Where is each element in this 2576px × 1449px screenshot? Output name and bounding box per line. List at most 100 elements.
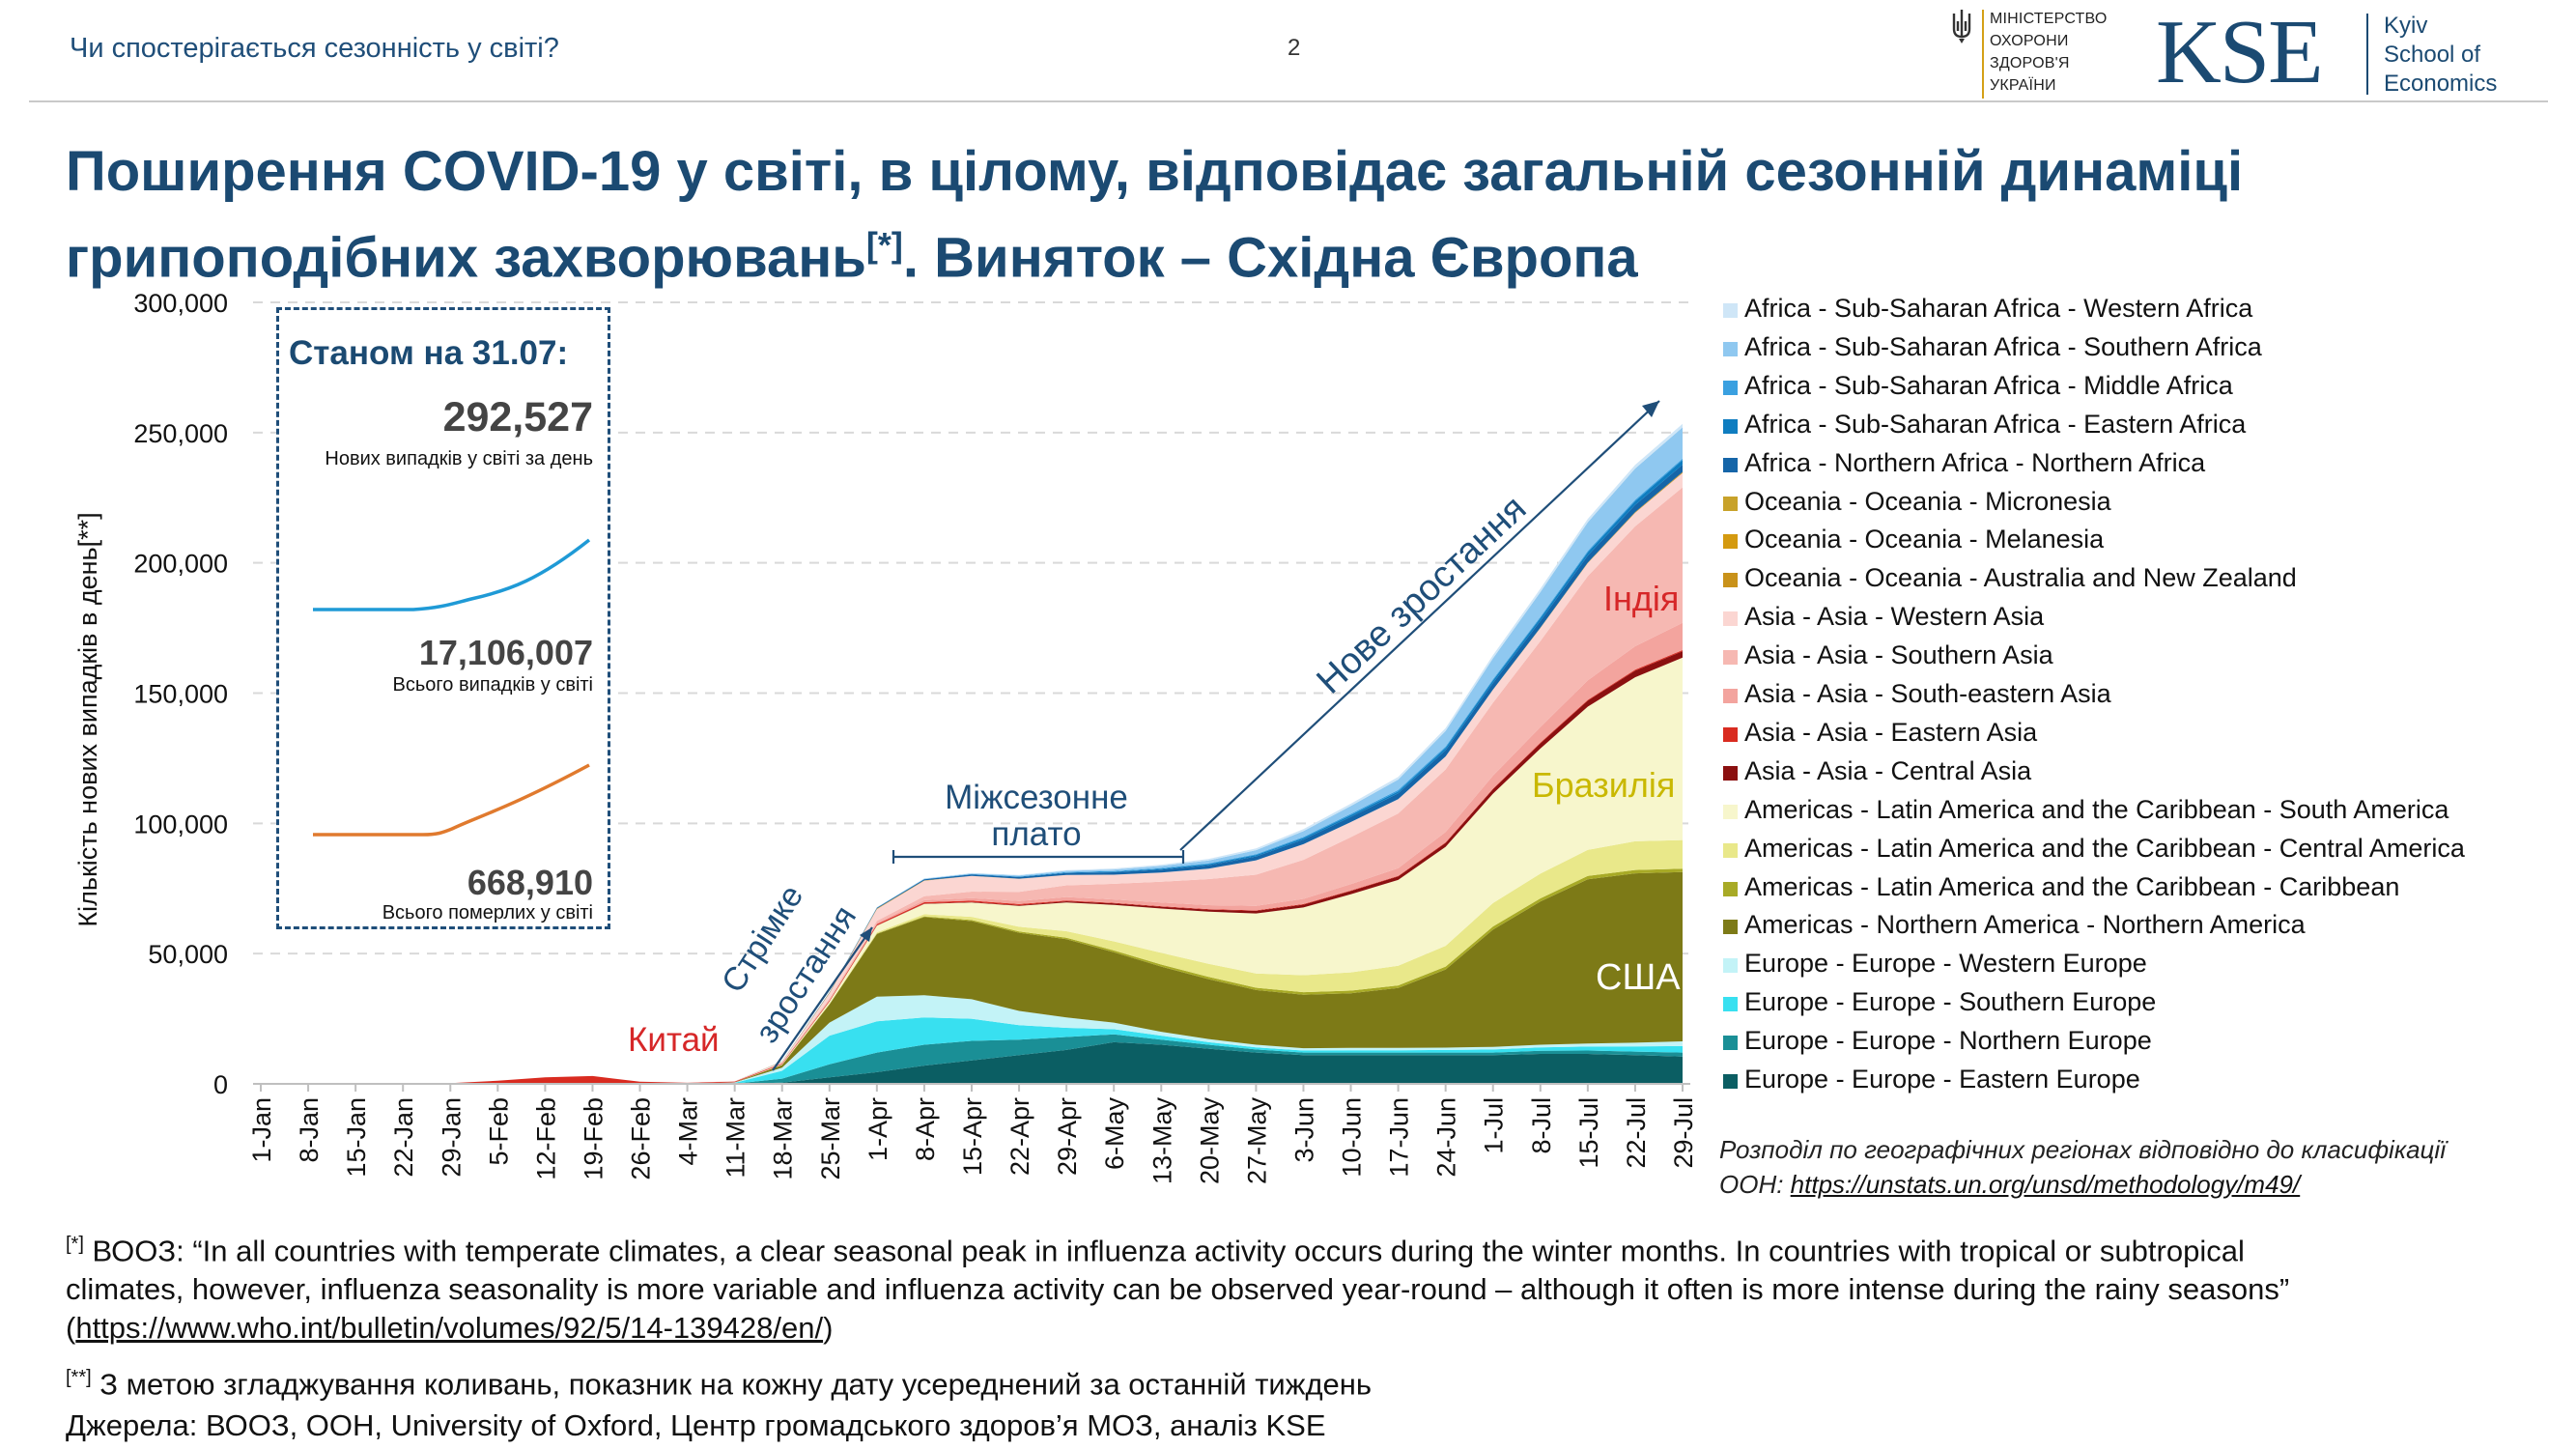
x-tick-label: 19-Feb	[579, 1097, 608, 1180]
x-tick-label: 25-Mar	[816, 1097, 845, 1180]
annotation-china: Китай	[628, 1021, 720, 1059]
x-tick-label: 5-Feb	[484, 1097, 513, 1166]
legend-label: Americas - Northern America - Northern A…	[1744, 910, 2306, 940]
y-tick-label: 200,000	[133, 550, 228, 579]
x-tick-label: 4-Mar	[674, 1097, 703, 1166]
kse-name: Kyiv School of Economics	[2384, 13, 2498, 97]
x-tick-label: 6-May	[1100, 1097, 1129, 1171]
legend-label: Americas - Latin America and the Caribbe…	[1744, 871, 2400, 901]
legend-swatch	[1723, 457, 1738, 472]
y-tick-label: 150,000	[133, 680, 228, 709]
header-divider	[29, 100, 2548, 102]
un-classification-link[interactable]: https://unstats.un.org/unsd/methodology/…	[1790, 1170, 2301, 1199]
y-tick-label: 100,000	[133, 810, 228, 838]
x-tick-label: 12-Feb	[531, 1097, 560, 1180]
ministry-logo: МІНІСТЕРСТВО ОХОРОНИ ЗДОРОВ'Я УКРАЇНИ	[1949, 6, 2107, 99]
kse-logo: KSE	[2156, 2, 2324, 102]
area-europe-europe-southern-europe	[261, 1017, 1683, 1084]
total-deaths-label: Всього померлих у світі	[382, 902, 593, 923]
legend-swatch	[1723, 611, 1738, 627]
x-tick-label: 13-May	[1147, 1097, 1176, 1185]
y-tick-label: 50,000	[148, 940, 228, 969]
legend-swatch	[1723, 573, 1738, 588]
y-axis-label: Кількість нових випадків в день[**]	[73, 512, 102, 926]
x-tick-label: 8-Apr	[911, 1097, 940, 1161]
legend-label: Africa - Sub-Saharan Africa - Middle Afr…	[1744, 370, 2233, 400]
x-tick-label: 22-Jul	[1622, 1097, 1651, 1169]
legend-label: Asia - Asia - Southern Asia	[1744, 640, 2053, 670]
area-americas-northern-america-northern-america	[261, 871, 1683, 1084]
x-tick-label: 8-Jul	[1527, 1097, 1556, 1154]
legend-swatch	[1723, 303, 1738, 318]
ministry-logo-divider	[1982, 10, 1984, 99]
x-tick-label: 3-Jun	[1289, 1097, 1318, 1163]
legend-swatch	[1723, 418, 1738, 434]
legend-swatch	[1723, 1036, 1738, 1051]
kse-logo-divider	[2366, 14, 2368, 95]
x-tick-label: 20-May	[1195, 1097, 1224, 1185]
x-tick-label: 8-Jan	[295, 1097, 324, 1163]
rapid-growth-arrow	[772, 926, 873, 1071]
x-tick-label: 10-Jun	[1338, 1097, 1367, 1178]
legend-swatch	[1723, 689, 1738, 703]
total-deaths-value: 668,910	[467, 863, 593, 902]
legend-swatch	[1723, 496, 1738, 511]
x-tick-label: 26-Feb	[627, 1097, 656, 1180]
area-series	[261, 423, 1683, 1085]
legend-label: Asia - Asia - Central Asia	[1744, 755, 2032, 785]
new-growth-arrowhead	[1642, 401, 1659, 417]
legend-swatch	[1723, 650, 1738, 666]
x-tick-label: 18-Mar	[769, 1097, 798, 1180]
page-number: 2	[1288, 35, 1301, 61]
legend-label: Oceania - Oceania - Australia and New Ze…	[1744, 563, 2297, 593]
legend-swatch	[1723, 881, 1738, 896]
y-tick-label: 0	[213, 1070, 228, 1099]
legend-label: Africa - Sub-Saharan Africa - Southern A…	[1744, 331, 2262, 361]
legend-label: Oceania - Oceania - Melanesia	[1744, 525, 2105, 554]
legend-label: Americas - Latin America and the Caribbe…	[1744, 833, 2465, 863]
x-tick-label: 29-Jul	[1669, 1097, 1698, 1169]
x-tick-label: 27-May	[1242, 1097, 1271, 1185]
annotation-plateau-2: плато	[991, 815, 1081, 853]
cases-sparkline	[313, 538, 591, 611]
deaths-sparkline	[313, 763, 590, 837]
sources-footnote: Джерела: ВООЗ, ООН, University of Oxford…	[66, 1408, 1326, 1442]
legend-label: Asia - Asia - South-eastern Asia	[1744, 679, 2111, 708]
legend-label: Europe - Europe - Eastern Europe	[1744, 1065, 2140, 1094]
x-tick-label: 22-Apr	[1005, 1097, 1034, 1176]
legend-swatch	[1723, 958, 1738, 974]
x-tick-label: 15-Jul	[1574, 1097, 1603, 1169]
legend-label: Africa - Northern Africa - Northern Afri…	[1744, 447, 2206, 477]
deaths-sparkline-line	[313, 763, 590, 837]
annotation-arrows	[772, 400, 1660, 1071]
legend-swatch	[1723, 534, 1738, 550]
x-tick-label: 17-Jun	[1385, 1097, 1414, 1178]
smoothing-footnote: [**] З метою згладжування коливань, пока…	[66, 1367, 1373, 1402]
new-growth-arrow	[1179, 400, 1660, 851]
x-axis-ticks: 1-Jan 8-Jan 15-Jan 22-Jan 29-Jan 5-Feb 12-Feb 1…	[247, 1084, 1698, 1184]
rapid-growth-arrowhead	[860, 927, 872, 942]
legend-label: Oceania - Oceania - Micronesia	[1744, 486, 2111, 516]
annotation-usa: США	[1596, 957, 1681, 998]
annotation-india: Індія	[1603, 579, 1679, 618]
total-cases-label: Всього випадків у світі	[392, 674, 593, 696]
legend-swatch	[1723, 765, 1738, 781]
annotation-brazil: Бразилія	[1532, 765, 1675, 805]
legend-label: Europe - Europe - Western Europe	[1744, 949, 2147, 979]
x-tick-label: 15-Apr	[958, 1097, 987, 1176]
y-tick-label: 250,000	[133, 419, 228, 448]
legend-swatch	[1723, 804, 1738, 819]
y-axis-ticks: 0 50,000 100,000 150,000 200,000 250,000 300,0…	[133, 289, 228, 1099]
who-bulletin-link[interactable]: https://www.who.int/bulletin/volumes/92/…	[75, 1311, 824, 1346]
annotation-plateau-1: Міжсезонне	[945, 779, 1128, 816]
legend-label: Americas - Latin America and the Caribbe…	[1744, 794, 2449, 824]
area-europe-europe-western-europe	[261, 995, 1683, 1084]
x-tick-label: 22-Jan	[389, 1097, 418, 1178]
legend-label: Asia - Asia - Eastern Asia	[1744, 717, 2038, 747]
x-tick-label: 29-Apr	[1053, 1097, 1082, 1176]
area-europe-europe-northern-europe	[261, 1034, 1683, 1084]
x-tick-label: 29-Jan	[437, 1097, 466, 1178]
x-tick-label: 1-Apr	[863, 1097, 892, 1161]
area-europe-europe-eastern-europe	[261, 1041, 1683, 1084]
